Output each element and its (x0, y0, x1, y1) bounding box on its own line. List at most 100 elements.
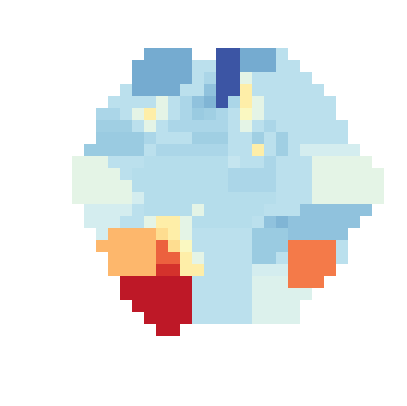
cell (180, 108, 192, 120)
cell (324, 180, 336, 192)
cell (300, 252, 312, 264)
cell (216, 264, 228, 276)
cell (132, 108, 144, 120)
cell (312, 120, 324, 132)
cell (132, 96, 144, 108)
cell (96, 168, 108, 180)
cell (72, 156, 84, 168)
cell (84, 204, 96, 216)
cell (180, 180, 192, 192)
cell (300, 132, 312, 144)
cell (132, 156, 144, 168)
cell (120, 132, 132, 144)
cell (192, 276, 204, 288)
cell (216, 96, 228, 108)
cell (156, 276, 168, 288)
cell (192, 300, 204, 312)
cell (336, 144, 348, 156)
cell (228, 192, 240, 204)
cell (144, 108, 156, 120)
cell (264, 120, 276, 132)
cell (204, 228, 216, 240)
cell (180, 72, 192, 84)
cell (276, 168, 288, 180)
cell (336, 168, 348, 180)
cell (180, 312, 192, 324)
cell (300, 288, 312, 300)
cell (216, 180, 228, 192)
cell (264, 144, 276, 156)
cell (264, 72, 276, 84)
cell (216, 72, 228, 84)
cell (216, 240, 228, 252)
cell (192, 144, 204, 156)
cell (192, 72, 204, 84)
cell (300, 192, 312, 204)
cell (288, 168, 300, 180)
cell (204, 132, 216, 144)
cell (348, 156, 360, 168)
cell (132, 300, 144, 312)
cell (144, 60, 156, 72)
cell (252, 108, 264, 120)
cell (288, 120, 300, 132)
cell (144, 300, 156, 312)
cell (252, 72, 264, 84)
cell (228, 264, 240, 276)
cell (240, 144, 252, 156)
cell (84, 180, 96, 192)
cell (300, 156, 312, 168)
cell (300, 168, 312, 180)
cell (324, 132, 336, 144)
cell (96, 132, 108, 144)
cell (228, 72, 240, 84)
cell (156, 132, 168, 144)
cell (216, 120, 228, 132)
cell (252, 240, 264, 252)
cell (144, 240, 156, 252)
cell (276, 288, 288, 300)
cell (120, 216, 132, 228)
cell (156, 216, 168, 228)
cell (132, 84, 144, 96)
cell (276, 192, 288, 204)
cell (204, 156, 216, 168)
cell (264, 312, 276, 324)
cell (204, 72, 216, 84)
cell (156, 264, 168, 276)
cell (360, 156, 372, 168)
cell (84, 168, 96, 180)
cell (252, 312, 264, 324)
cell (264, 132, 276, 144)
cell (180, 48, 192, 60)
cell (180, 60, 192, 72)
cell (240, 276, 252, 288)
cell (336, 180, 348, 192)
cell (312, 180, 324, 192)
cell (120, 264, 132, 276)
cell (240, 84, 252, 96)
cell (192, 204, 204, 216)
cell (240, 180, 252, 192)
cell (132, 192, 144, 204)
cell (168, 60, 180, 72)
cell (132, 228, 144, 240)
cell (84, 216, 96, 228)
cell (108, 204, 120, 216)
cell (240, 288, 252, 300)
cell (276, 84, 288, 96)
cell (120, 156, 132, 168)
cell (204, 96, 216, 108)
cell (276, 216, 288, 228)
cell (168, 48, 180, 60)
cell (288, 288, 300, 300)
cell (300, 180, 312, 192)
cell (228, 168, 240, 180)
cell (264, 252, 276, 264)
cell (96, 144, 108, 156)
cell (252, 168, 264, 180)
cell (192, 84, 204, 96)
cell (216, 228, 228, 240)
cell (276, 72, 288, 84)
cell (360, 204, 372, 216)
